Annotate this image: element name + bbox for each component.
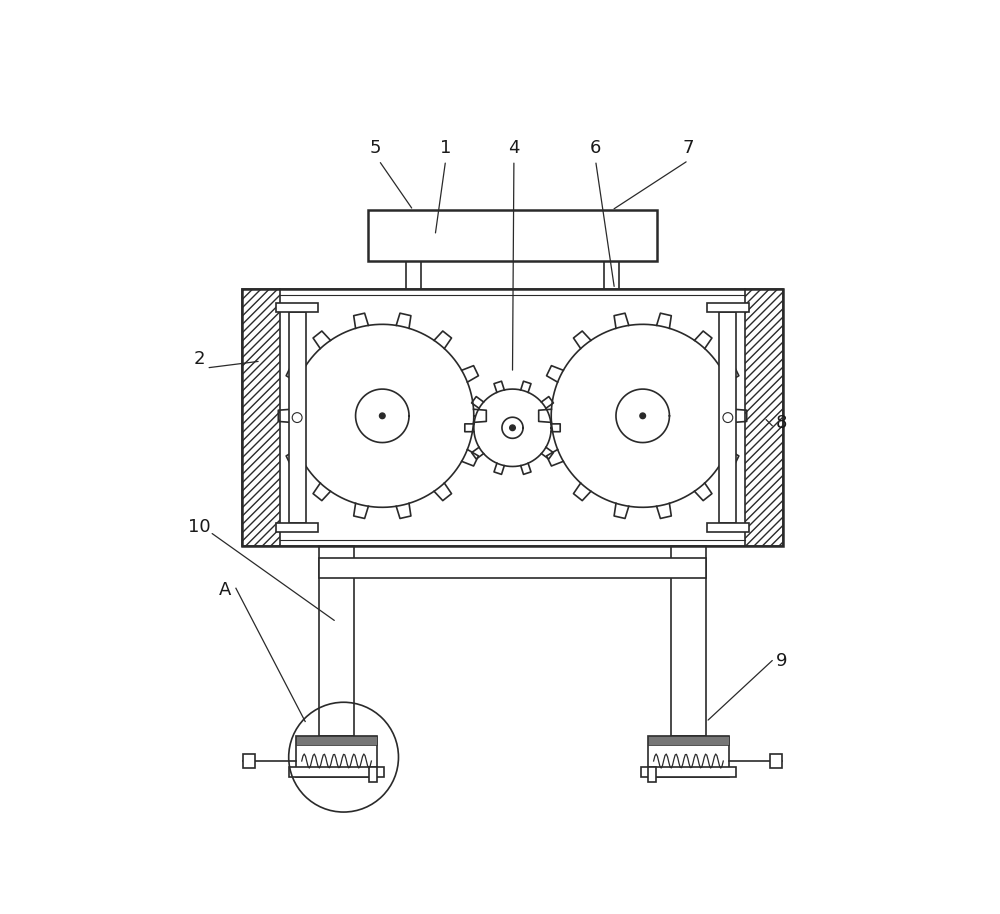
Text: 2: 2 xyxy=(194,350,205,368)
Circle shape xyxy=(640,413,646,419)
Bar xyxy=(648,736,729,777)
Bar xyxy=(770,754,782,768)
Bar xyxy=(641,767,736,777)
Bar xyxy=(707,523,749,532)
Bar xyxy=(604,261,619,289)
Text: 6: 6 xyxy=(590,139,601,157)
Bar xyxy=(707,303,749,312)
Bar xyxy=(242,289,280,546)
Bar xyxy=(243,754,255,768)
Bar xyxy=(319,546,354,736)
Bar xyxy=(276,523,318,532)
Bar xyxy=(406,261,421,289)
Bar xyxy=(719,312,736,523)
Bar xyxy=(671,546,706,736)
Bar xyxy=(648,767,656,782)
Bar xyxy=(369,767,377,782)
Text: 9: 9 xyxy=(776,652,787,670)
Circle shape xyxy=(379,413,385,419)
Bar xyxy=(296,736,377,745)
Bar xyxy=(745,289,783,546)
Bar xyxy=(648,736,729,745)
Bar xyxy=(289,312,306,523)
Text: 8: 8 xyxy=(776,414,787,431)
Text: 7: 7 xyxy=(683,139,694,157)
Text: 4: 4 xyxy=(508,139,520,157)
Bar xyxy=(242,289,783,546)
Bar xyxy=(296,736,377,777)
Bar xyxy=(319,558,706,578)
Text: 1: 1 xyxy=(440,139,451,157)
Text: A: A xyxy=(219,581,232,600)
Bar xyxy=(276,303,318,312)
Circle shape xyxy=(510,425,515,430)
Text: 10: 10 xyxy=(188,518,211,536)
Text: 5: 5 xyxy=(370,139,381,157)
Bar xyxy=(289,767,384,777)
Bar xyxy=(368,210,657,261)
